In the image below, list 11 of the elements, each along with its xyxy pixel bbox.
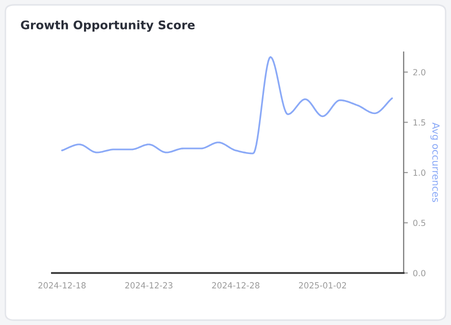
- y-axis-title: Avg occurrences: [430, 122, 440, 202]
- x-tick-label: 2024-12-23: [125, 282, 172, 288]
- y-tick-label: 0.0: [413, 270, 426, 276]
- y-tick-label: 1.5: [414, 119, 426, 126]
- y-tick-label: 0.5: [413, 220, 426, 226]
- y-tick-label: 1.0: [414, 170, 426, 176]
- x-tick-label: 2024-12-18: [38, 282, 86, 288]
- x-tick-label: 2025-01-02: [298, 282, 346, 288]
- chart-title: Growth Opportunity Score: [20, 20, 195, 32]
- y-tick-label: 2.0: [413, 69, 426, 76]
- x-tick-label: 2024-12-28: [212, 282, 260, 288]
